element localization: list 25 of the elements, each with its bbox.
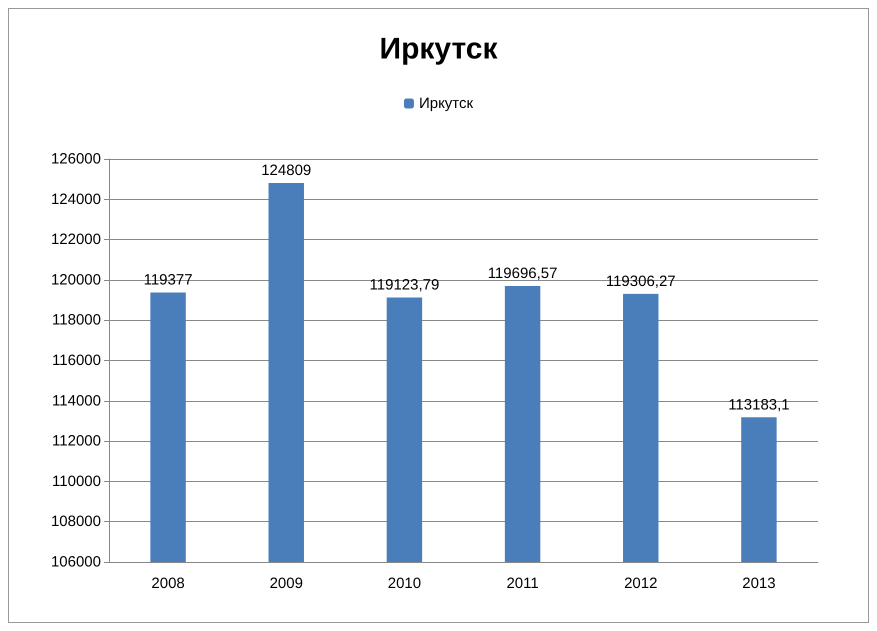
x-tick-label: 2008 <box>151 575 185 592</box>
x-tick-label: 2011 <box>506 575 539 592</box>
y-tick-label: 106000 <box>50 554 101 570</box>
y-tick-label: 120000 <box>50 271 101 288</box>
x-tick-label: 2013 <box>742 575 776 592</box>
x-tick-label: 2010 <box>388 575 422 592</box>
y-tick-label: 116000 <box>52 352 101 369</box>
data-label: 113183,1 <box>728 396 790 414</box>
data-label: 119696,57 <box>488 265 558 282</box>
y-tick-label: 122000 <box>50 231 101 248</box>
data-label: 124809 <box>261 162 312 179</box>
legend-label: Иркутск <box>418 95 474 112</box>
x-tick-label: 2012 <box>624 575 658 592</box>
y-tick-label: 114000 <box>52 392 101 410</box>
y-tick-label: 124000 <box>50 190 101 208</box>
y-tick-label: 112000 <box>52 432 101 450</box>
data-label: 119306,27 <box>606 272 676 290</box>
data-label: 119377 <box>144 271 193 288</box>
x-tick-label: 2009 <box>270 575 303 592</box>
y-tick-label: 118000 <box>52 312 101 329</box>
y-tick-label: 108000 <box>50 513 101 530</box>
y-tick-label: 126000 <box>50 150 101 168</box>
chart-title: Иркутск <box>380 32 498 66</box>
data-label: 119123,79 <box>370 276 440 294</box>
y-tick-label: 110000 <box>52 472 101 490</box>
